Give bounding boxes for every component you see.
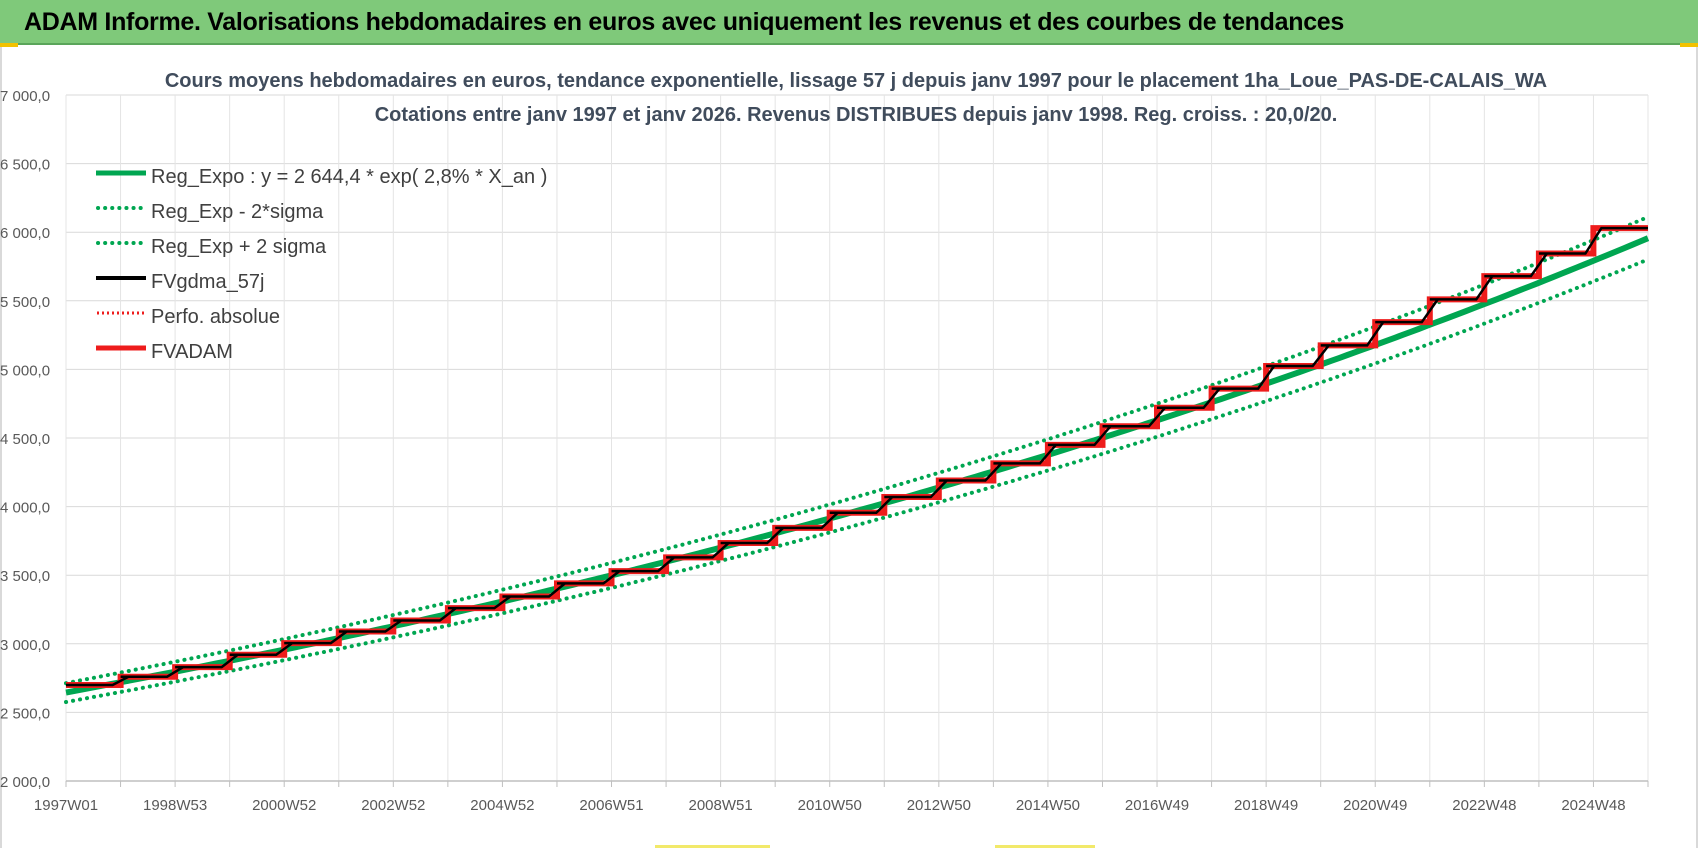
x-tick-label: 2012W50 [907,797,971,814]
series-perfo-absolue [66,226,1648,687]
legend-swatch-reg-plus [96,241,146,245]
chart-frame [0,47,1698,848]
x-tick-label: 2000W52 [252,797,316,814]
series-reg-expo [65,235,1650,696]
legend-swatch-reg-minus [96,206,146,210]
y-tick-label: 4 500,0 [0,431,50,448]
legend-label: Reg_Exp + 2 sigma [151,236,327,258]
report-header: ADAM Informe. Valorisations hebdomadaire… [0,0,1698,45]
legend-swatch-fvadam [96,345,146,351]
x-tick-label: 2020W49 [1343,797,1407,814]
corner-marker-right [1680,43,1698,47]
chart-title: Cours moyens hebdomadaires en euros, ten… [164,70,1548,92]
y-tick-label: 6 000,0 [0,225,50,242]
legend-swatch-fvgdma [96,276,146,280]
legend-label: Reg_Expo : y = 2 644,4 * exp( 2,8% * X_a… [151,166,548,188]
legend-label: Perfo. absolue [151,306,280,328]
x-tick-label: 2022W48 [1452,797,1516,814]
x-tick-label: 1997W01 [34,797,98,814]
series-reg-exp-minus-2sigma [64,257,1650,704]
x-tick-label: 2018W49 [1234,797,1298,814]
y-tick-label: 6 500,0 [0,157,50,174]
y-tick-label: 4 000,0 [0,500,50,517]
series-reg-exp-plus-2sigma [64,215,1650,686]
sheet-tab-marker [995,845,1095,848]
x-tick-label: 2006W51 [579,797,643,814]
legend-label: FVADAM [151,341,233,363]
x-tick-label: 2008W51 [689,797,753,814]
series-fvgdma-57j [66,226,1648,687]
y-tick-label: 5 000,0 [0,362,50,379]
x-tick-label: 2010W50 [798,797,862,814]
y-tick-label: 7 000,0 [0,88,50,105]
report-title: ADAM Informe. Valorisations hebdomadaire… [24,8,1345,36]
legend-swatch-perfo [97,311,146,315]
y-tick-label: 3 000,0 [0,637,50,654]
series-fvadam [66,225,1648,688]
x-tick-label: 1998W53 [143,797,207,814]
corner-marker-left [0,43,18,47]
y-tick-label: 2 000,0 [0,774,50,791]
legend-label: FVgdma_57j [151,271,265,293]
y-tick-label: 3 500,0 [0,568,50,585]
sheet-tab-marker [655,845,770,848]
legend-label: Reg_Exp - 2*sigma [151,201,324,223]
chart-subtitle: Cotations entre janv 1997 et janv 2026. … [374,104,1338,126]
x-tick-label: 2014W50 [1016,797,1080,814]
legend-swatch-reg-expo [96,170,146,176]
x-tick-label: 2016W49 [1125,797,1189,814]
x-tick-label: 2024W48 [1561,797,1625,814]
x-tick-label: 2004W52 [470,797,534,814]
y-tick-label: 5 500,0 [0,294,50,311]
x-tick-label: 2002W52 [361,797,425,814]
y-tick-label: 2 500,0 [0,705,50,722]
